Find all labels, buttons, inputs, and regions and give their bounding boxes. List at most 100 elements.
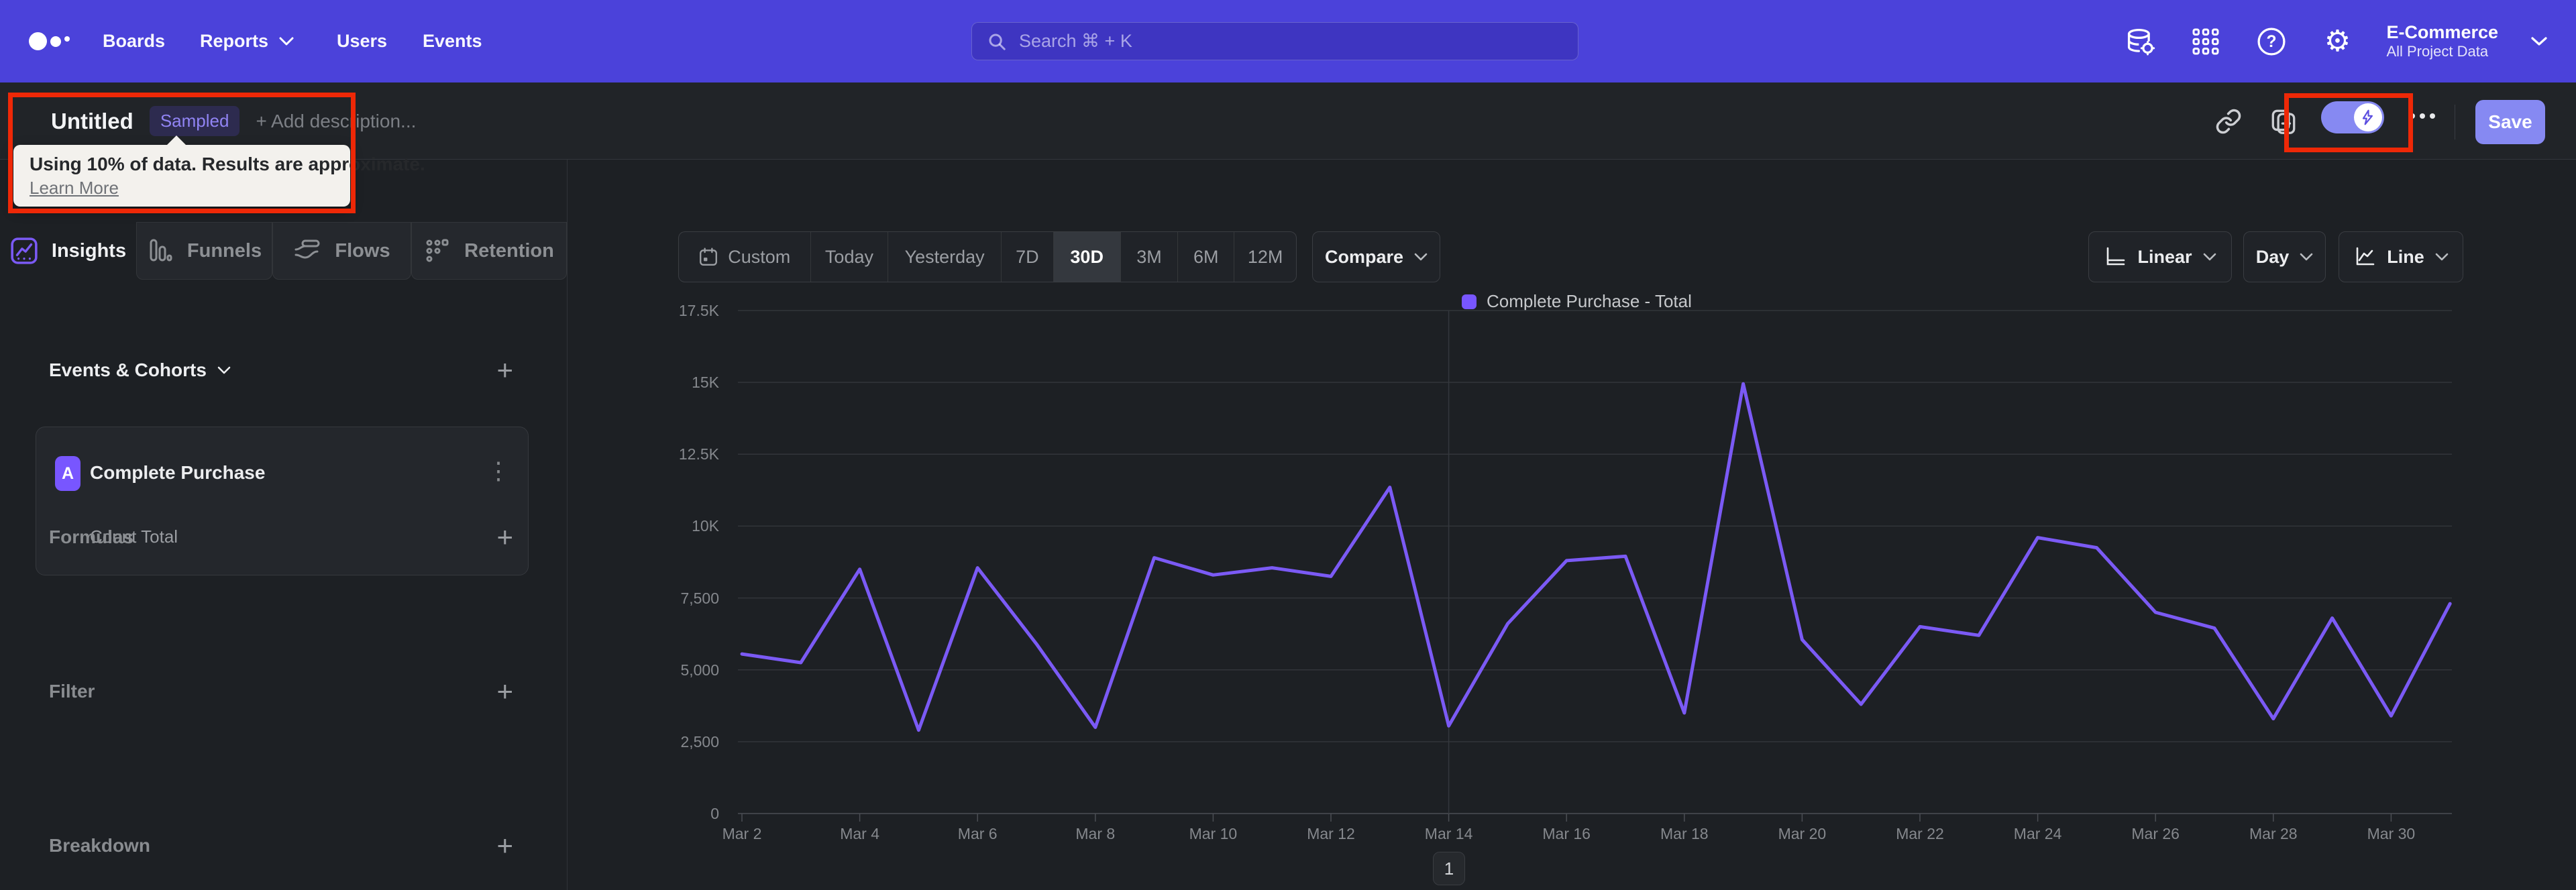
add-event-button[interactable]: + [496, 354, 513, 386]
x-axis-label: Mar 20 [1778, 825, 1827, 842]
sampling-tooltip: Using 10% of data. Results are approxima… [13, 135, 425, 207]
flows-icon [294, 239, 320, 259]
search-input[interactable]: Search ⌘ + K [971, 22, 1578, 60]
legend-item[interactable]: Complete Purchase - Total [1462, 291, 1692, 312]
report-tabs: Insights Funnels Flows [0, 222, 567, 280]
top-nav: Boards Reports Users Events Search ⌘ + K [0, 0, 2576, 82]
project-switcher[interactable]: E-Commerce All Project Data [2386, 22, 2498, 60]
copy-link-icon[interactable] [2215, 82, 2242, 160]
events-cohorts-toggle[interactable]: Events & Cohorts [49, 359, 231, 381]
range-7d[interactable]: 7D [1002, 232, 1054, 282]
compare-button[interactable]: Compare [1312, 231, 1440, 282]
range-label: Custom [728, 246, 791, 267]
retention-icon [426, 239, 449, 262]
more-options-button[interactable] [2410, 113, 2435, 119]
add-breakdown-button[interactable]: + [496, 830, 513, 861]
nav-item-events[interactable]: Events [423, 0, 482, 82]
range-12m[interactable]: 12M [1234, 232, 1296, 282]
tab-label: Retention [464, 239, 554, 262]
report-header: Untitled Sampled + Add description... [0, 82, 2576, 160]
range-label: 7D [1016, 246, 1039, 267]
tab-flows[interactable]: Flows [272, 222, 411, 280]
nav-item-users[interactable]: Users [337, 0, 387, 82]
event-aggregation[interactable]: Count Total [90, 526, 178, 547]
x-axis-label: Mar 14 [1424, 825, 1473, 842]
add-description[interactable]: + Add description... [256, 110, 417, 131]
chevron-down-icon[interactable] [2530, 36, 2548, 46]
x-axis-label: Mar 16 [1542, 825, 1591, 842]
x-axis-label: Mar 2 [722, 825, 762, 842]
mixpanel-logo-icon[interactable] [29, 0, 70, 82]
add-filter-button[interactable]: + [496, 675, 513, 707]
y-axis-label: 2,500 [680, 732, 719, 750]
report-title[interactable]: Untitled [51, 108, 133, 133]
range-6m[interactable]: 6M [1178, 232, 1235, 282]
range-30d[interactable]: 30D [1053, 232, 1121, 282]
x-axis-label: Mar 18 [1660, 825, 1709, 842]
y-axis-label: 10K [692, 517, 719, 535]
interval-dropdown[interactable]: Day [2243, 231, 2326, 282]
search-placeholder: Search ⌘ + K [1019, 31, 1132, 51]
x-axis-label: Mar 12 [1307, 825, 1355, 842]
y-axis-label: 12.5K [678, 445, 719, 463]
linear-axis-icon [2107, 247, 2125, 266]
date-range-control: Custom Today Yesterday 7D 30D 3M 6M 12M [678, 231, 1297, 282]
settings-gear-icon[interactable]: ⚙ [2324, 24, 2351, 58]
search-icon [989, 34, 1006, 50]
y-axis-label: 5,000 [680, 661, 719, 679]
range-today[interactable]: Today [811, 232, 889, 282]
tab-retention[interactable]: Retention [411, 222, 567, 280]
range-label: Today [824, 246, 873, 267]
tab-insights[interactable]: Insights [0, 222, 136, 280]
tooltip-message: Using 10% of data. Results are approxima… [30, 154, 425, 174]
legend-swatch [1462, 294, 1477, 309]
scale-label: Linear [2137, 246, 2192, 267]
help-icon[interactable]: ? [2255, 25, 2288, 58]
interval-label: Day [2255, 246, 2290, 267]
section-formulas: Formulas + [49, 522, 513, 553]
tab-label: Flows [335, 239, 390, 262]
scale-dropdown[interactable]: Linear [2088, 231, 2232, 282]
range-custom[interactable]: Custom [679, 232, 811, 282]
sampling-toggle[interactable] [2321, 101, 2384, 133]
event-name[interactable]: Complete Purchase [90, 462, 266, 483]
event-menu-button[interactable]: ⋮ [486, 457, 511, 484]
calendar-icon [700, 247, 718, 266]
chart-plot-area[interactable] [738, 307, 2452, 830]
report-title-group: Untitled Sampled + Add description... [51, 82, 416, 160]
pagination-page-1[interactable]: 1 [1433, 852, 1465, 885]
chart-type-dropdown[interactable]: Line [2339, 231, 2463, 282]
range-3m[interactable]: 3M [1121, 232, 1179, 282]
add-to-board-icon[interactable] [2269, 82, 2298, 160]
apps-grid-icon[interactable] [2189, 25, 2222, 58]
range-label: 12M [1247, 246, 1283, 267]
range-label: 30D [1070, 246, 1104, 267]
chevron-down-icon [2435, 253, 2449, 261]
events-cohorts-header: Events & Cohorts + [49, 355, 513, 385]
event-card[interactable]: A Complete Purchase ⋮ Count Total [36, 427, 529, 575]
add-formula-button[interactable]: + [496, 521, 513, 553]
tab-funnels[interactable]: Funnels [136, 222, 272, 280]
nav-item-label: Reports [200, 31, 269, 51]
x-axis-label: Mar 30 [2367, 825, 2416, 842]
learn-more-link[interactable]: Learn More [30, 178, 119, 198]
range-yesterday[interactable]: Yesterday [888, 232, 1002, 282]
nav-item-reports[interactable]: Reports [200, 0, 294, 82]
section-label: Filter [49, 681, 95, 702]
compare-label: Compare [1324, 246, 1404, 267]
section-filter: Filter + [49, 676, 513, 707]
project-scope: All Project Data [2386, 43, 2489, 60]
x-axis-label: Mar 4 [840, 825, 879, 842]
range-label: 3M [1136, 246, 1162, 267]
series-line[interactable] [740, 382, 2452, 732]
nav-item-boards[interactable]: Boards [103, 0, 165, 82]
save-button[interactable]: Save [2475, 100, 2545, 144]
chevron-down-icon [2203, 253, 2216, 261]
sampled-badge[interactable]: Sampled [149, 106, 240, 136]
range-label: 6M [1193, 246, 1219, 267]
range-label: Yesterday [904, 246, 985, 267]
x-axis-label: Mar 22 [1896, 825, 1944, 842]
section-label: Breakdown [49, 835, 150, 856]
data-management-icon[interactable] [2123, 25, 2157, 58]
